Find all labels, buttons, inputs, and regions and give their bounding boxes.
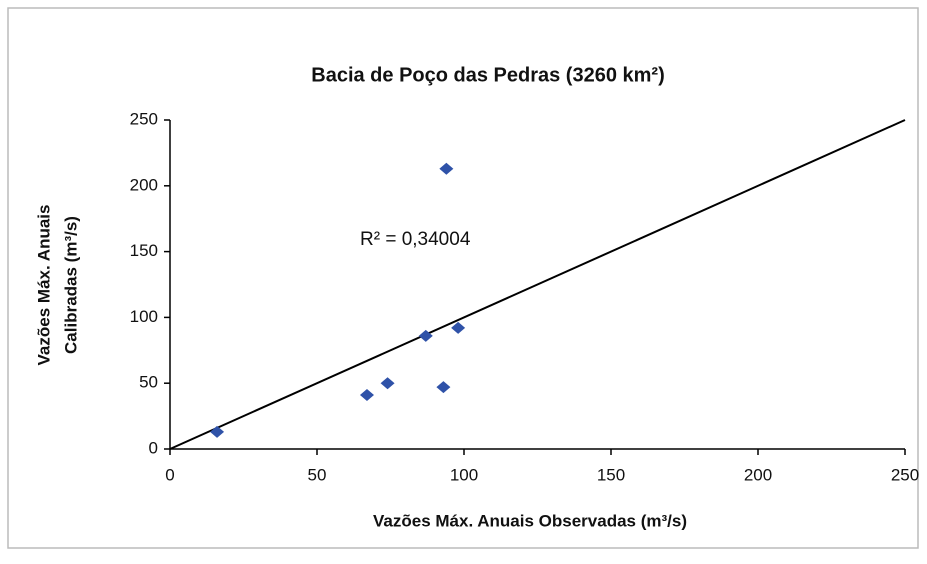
y-tick-label: 150 xyxy=(130,241,158,260)
y-tick-label: 250 xyxy=(130,109,158,128)
y-tick-label: 100 xyxy=(130,307,158,326)
y-tick-label: 200 xyxy=(130,175,158,194)
point xyxy=(210,425,225,438)
y-tick-label: 0 xyxy=(149,438,158,457)
annotation: R² = 0,34004 xyxy=(360,229,471,250)
y-axis-label: Vazões Máx. Anuais xyxy=(34,205,53,366)
reference-line xyxy=(169,119,906,450)
x-axis-label: Vazões Máx. Anuais Observadas (m³/s) xyxy=(373,511,687,530)
chart-title: Bacia de Poço das Pedras (3260 km²) xyxy=(311,64,665,86)
chart-frame xyxy=(7,7,919,549)
x-tick-label: 200 xyxy=(744,465,772,484)
point xyxy=(439,162,454,175)
point xyxy=(359,389,374,402)
y-axis-label: Calibradas (m³/s) xyxy=(61,216,80,354)
y-tick-label: 50 xyxy=(139,373,158,392)
x-tick-label: 100 xyxy=(450,465,478,484)
point xyxy=(436,381,451,394)
x-tick-label: 50 xyxy=(308,465,327,484)
point xyxy=(380,377,395,390)
point xyxy=(451,321,466,334)
x-tick-label: 250 xyxy=(891,465,919,484)
x-tick-label: 0 xyxy=(165,465,174,484)
x-tick-label: 150 xyxy=(597,465,625,484)
point xyxy=(418,329,433,342)
